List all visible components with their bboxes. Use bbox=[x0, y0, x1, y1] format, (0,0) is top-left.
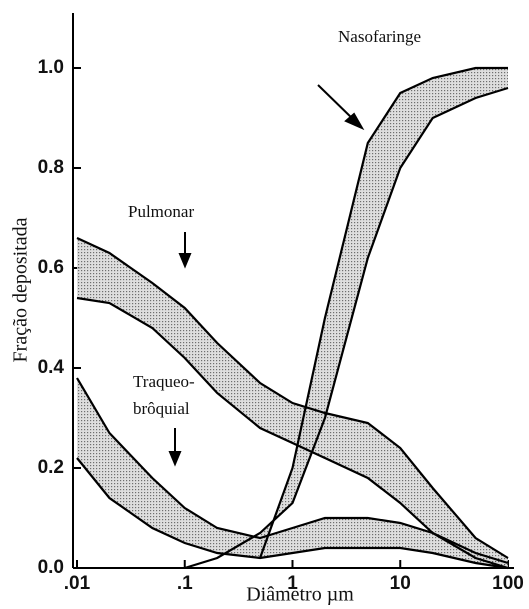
y-axis-label: Fração depositada bbox=[10, 217, 32, 362]
x-tick-label: .1 bbox=[177, 573, 193, 594]
y-tick-label: 1.0 bbox=[38, 57, 64, 78]
arrows bbox=[168, 84, 365, 467]
x-tick-label: .01 bbox=[64, 573, 91, 594]
x-tick-label: 10 bbox=[390, 573, 411, 594]
band-edge bbox=[259, 66, 508, 559]
band-edge bbox=[184, 86, 509, 570]
y-tick-label: 0.0 bbox=[38, 557, 64, 578]
x-tick-label: 100 bbox=[492, 573, 524, 594]
band-fill bbox=[77, 378, 508, 568]
x-tick-label: 1 bbox=[287, 573, 298, 594]
annotation: Pulmonar bbox=[128, 202, 194, 221]
band-edge bbox=[76, 377, 509, 565]
annotation: Traqueo- bbox=[133, 372, 195, 391]
annotation: Nasofaringe bbox=[338, 27, 421, 46]
y-tick-label: 0.8 bbox=[38, 157, 64, 178]
x-axis-label: Diâmetro µm bbox=[246, 584, 354, 606]
y-tick-label: 0.4 bbox=[38, 357, 65, 378]
band-edge bbox=[76, 457, 509, 570]
y-tick-label: 0.6 bbox=[38, 257, 64, 278]
y-tick-label: 0.2 bbox=[38, 457, 64, 478]
band-edge bbox=[76, 237, 509, 559]
annotation: brôquial bbox=[133, 399, 190, 418]
